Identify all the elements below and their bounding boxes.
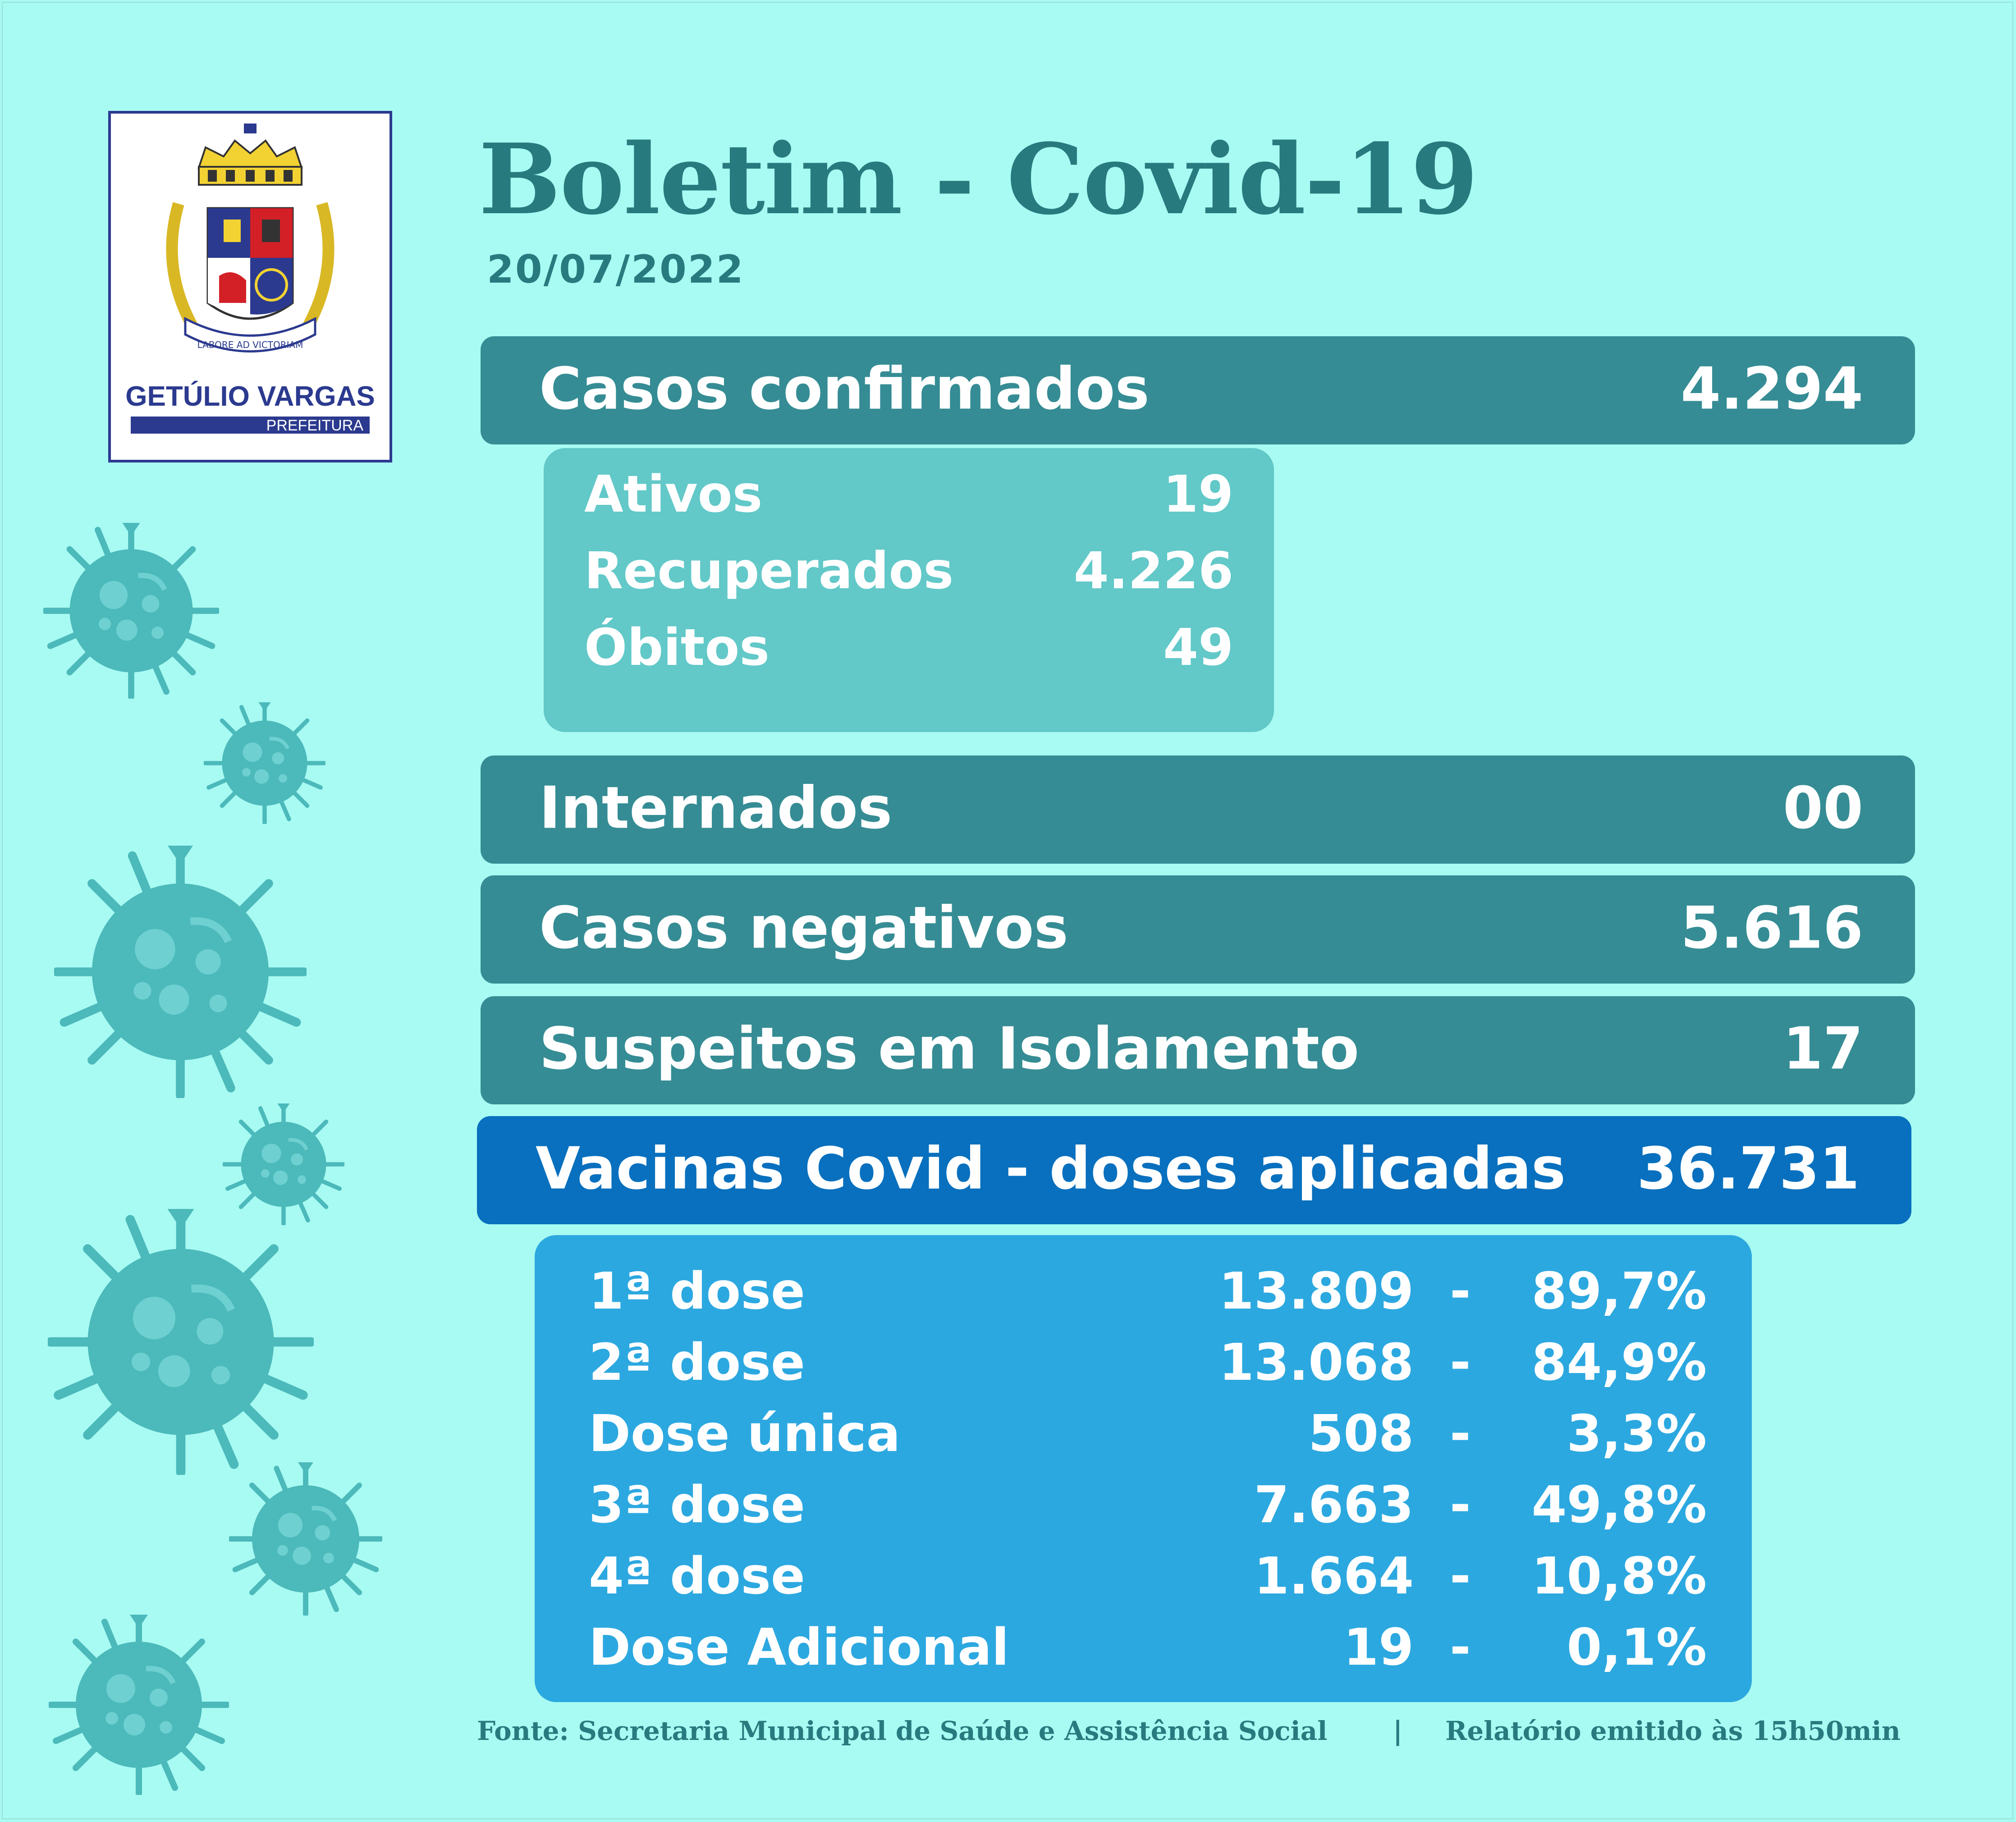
dose-percent: 84,9%: [1531, 1333, 1707, 1392]
logo-subtitle: PREFEITURA: [266, 417, 364, 434]
dose-row: 2ª dose 13.068 - 84,9%: [589, 1333, 1725, 1401]
city-logo: LABORE AD VICTORIAM GETÚLIO VARGAS PREFE…: [108, 111, 392, 462]
hospitalized-label: Internados: [539, 774, 893, 842]
report-date: 20/07/2022: [487, 247, 745, 292]
dose-count: 7.663: [1254, 1476, 1414, 1534]
breakdown-label: Ativos: [584, 465, 763, 524]
dose-count: 13.068: [1219, 1333, 1414, 1392]
dose-count: 19: [1343, 1618, 1414, 1677]
breakdown-value: 4.226: [1073, 542, 1233, 600]
dose-label: Dose Adicional: [589, 1618, 1009, 1677]
footer-report-time: Relatório emitido às 15h50min: [1445, 1716, 1901, 1746]
negative-cases-value: 5.616: [1681, 894, 1863, 962]
dose-dash: -: [1450, 1262, 1471, 1321]
dose-dash: -: [1450, 1618, 1471, 1677]
dose-dash: -: [1450, 1547, 1471, 1606]
confirmed-cases-bar: Casos confirmados 4.294: [481, 336, 1915, 444]
dose-row: 4ª dose 1.664 - 10,8%: [589, 1547, 1725, 1615]
footer-separator: |: [1393, 1716, 1403, 1746]
dose-count: 508: [1308, 1405, 1414, 1463]
virus-icon: [54, 846, 307, 1098]
cases-breakdown-panel: Ativos 19 Recuperados 4.226 Óbitos 49: [544, 448, 1274, 732]
vaccines-value: 36.731: [1637, 1135, 1860, 1203]
breakdown-value: 19: [1163, 465, 1233, 524]
confirmed-cases-value: 4.294: [1681, 355, 1863, 423]
dose-percent: 89,7%: [1531, 1262, 1707, 1321]
dose-row: 1ª dose 13.809 - 89,7%: [589, 1262, 1725, 1330]
dose-row: 3ª dose 7.663 - 49,8%: [589, 1476, 1725, 1543]
confirmed-cases-label: Casos confirmados: [539, 355, 1150, 423]
hospitalized-bar: Internados 00: [481, 755, 1915, 864]
footer-source: Fonte: Secretaria Municipal de Saúde e A…: [477, 1716, 1328, 1746]
logo-city-name: GETÚLIO VARGAS: [125, 381, 375, 412]
dose-label: 1ª dose: [589, 1262, 805, 1321]
dose-label: 3ª dose: [589, 1476, 805, 1534]
breakdown-label: Recuperados: [584, 542, 954, 600]
vaccines-bar: Vacinas Covid - doses aplicadas 36.731: [477, 1116, 1911, 1224]
coat-of-arms-icon: LABORE AD VICTORIAM GETÚLIO VARGAS PREFE…: [125, 124, 375, 434]
hospitalized-value: 00: [1782, 774, 1863, 842]
vaccine-doses-panel: 1ª dose 13.809 - 89,7% 2ª dose 13.068 - …: [535, 1235, 1752, 1702]
negative-cases-bar: Casos negativos 5.616: [481, 875, 1915, 984]
suspects-label: Suspeitos em Isolamento: [539, 1015, 1359, 1083]
virus-icon: [229, 1462, 382, 1616]
dose-label: Dose única: [589, 1405, 901, 1463]
breakdown-value: 49: [1163, 618, 1233, 677]
breakdown-row-recovered: Recuperados 4.226: [584, 542, 1233, 609]
virus-icon: [223, 1103, 344, 1225]
breakdown-label: Óbitos: [584, 618, 770, 677]
dose-row: Dose única 508 - 3,3%: [589, 1405, 1725, 1472]
breakdown-row-active: Ativos 19: [584, 465, 1233, 533]
suspects-value: 17: [1782, 1015, 1863, 1083]
suspects-bar: Suspeitos em Isolamento 17: [481, 996, 1915, 1104]
dose-row: Dose Adicional 19 - 0,1%: [589, 1618, 1725, 1686]
dose-label: 2ª dose: [589, 1333, 805, 1392]
dose-count: 1.664: [1254, 1547, 1414, 1606]
dose-dash: -: [1450, 1405, 1471, 1463]
page-title: Boletim - Covid-19: [479, 122, 1478, 236]
virus-icon: [204, 702, 325, 824]
dose-percent: 49,8%: [1531, 1476, 1707, 1534]
dose-label: 4ª dose: [589, 1547, 805, 1606]
dose-percent: 0,1%: [1567, 1618, 1707, 1677]
dose-dash: -: [1450, 1476, 1471, 1534]
logo-motto: LABORE AD VICTORIAM: [197, 339, 303, 350]
virus-icon: [48, 1209, 314, 1475]
virus-icon: [49, 1615, 229, 1795]
breakdown-row-deaths: Óbitos 49: [584, 618, 1233, 686]
dose-percent: 3,3%: [1567, 1405, 1707, 1463]
dose-percent: 10,8%: [1531, 1547, 1707, 1606]
dose-dash: -: [1450, 1333, 1471, 1392]
negative-cases-label: Casos negativos: [539, 894, 1068, 962]
dose-count: 13.809: [1219, 1262, 1414, 1321]
virus-icon: [43, 523, 219, 699]
vaccines-label: Vacinas Covid - doses aplicadas: [536, 1135, 1566, 1203]
